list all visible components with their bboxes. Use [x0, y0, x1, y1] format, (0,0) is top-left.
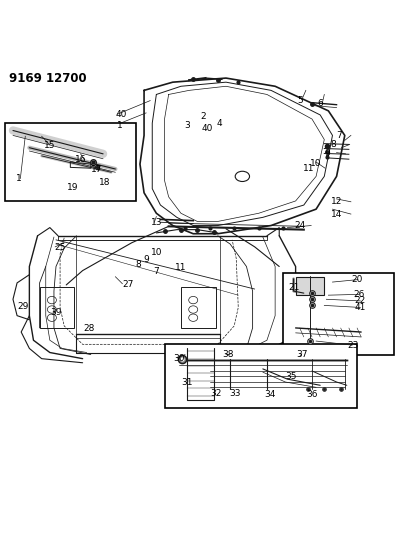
- Text: 12: 12: [331, 197, 342, 206]
- Text: 10: 10: [150, 248, 162, 257]
- Text: 8: 8: [135, 260, 141, 269]
- Text: 26: 26: [353, 290, 365, 299]
- Text: 35: 35: [286, 372, 297, 381]
- Text: 36: 36: [306, 390, 318, 399]
- Bar: [181, 287, 216, 328]
- Text: 17: 17: [91, 165, 103, 174]
- Text: 14: 14: [331, 209, 342, 219]
- Text: 41: 41: [355, 303, 366, 312]
- Text: 27: 27: [122, 280, 133, 289]
- Text: 9: 9: [324, 149, 330, 158]
- Text: 40: 40: [202, 124, 213, 133]
- Text: 15: 15: [44, 141, 55, 150]
- Bar: [5, 123, 136, 201]
- Bar: [39, 287, 74, 328]
- Text: 32: 32: [210, 389, 222, 398]
- Text: 29: 29: [18, 302, 29, 311]
- Text: 16: 16: [75, 155, 86, 164]
- Text: 6: 6: [317, 99, 323, 108]
- Text: 25: 25: [54, 243, 66, 252]
- Text: 28: 28: [83, 324, 95, 333]
- Text: 31: 31: [181, 377, 193, 386]
- Text: 23: 23: [347, 341, 359, 350]
- Text: 13: 13: [150, 218, 162, 227]
- Text: 11: 11: [303, 164, 314, 173]
- Text: 9169 12700: 9169 12700: [9, 72, 86, 85]
- Text: 1: 1: [117, 120, 122, 130]
- Text: 11: 11: [175, 263, 187, 272]
- Text: 7: 7: [153, 268, 159, 276]
- Text: 7: 7: [336, 131, 342, 140]
- Bar: [283, 273, 394, 354]
- Text: 37: 37: [296, 350, 307, 359]
- Text: 30: 30: [173, 354, 185, 363]
- Text: 10: 10: [310, 159, 322, 168]
- Text: 8: 8: [330, 140, 336, 149]
- Text: 19: 19: [67, 183, 78, 192]
- Text: 33: 33: [229, 389, 241, 398]
- Text: 3: 3: [184, 120, 190, 130]
- Text: 22: 22: [355, 296, 366, 305]
- Text: 18: 18: [99, 178, 111, 187]
- Text: 9: 9: [143, 255, 149, 264]
- Text: 24: 24: [294, 221, 305, 230]
- Text: 40: 40: [116, 110, 127, 119]
- Text: 38: 38: [222, 350, 234, 359]
- Text: 2: 2: [201, 112, 206, 122]
- Text: 20: 20: [351, 275, 363, 284]
- Text: 1: 1: [16, 174, 22, 183]
- Text: 21: 21: [288, 284, 299, 292]
- Bar: [296, 277, 324, 295]
- Text: 4: 4: [217, 119, 223, 128]
- Text: 34: 34: [265, 390, 276, 399]
- Text: 39: 39: [50, 308, 62, 317]
- Bar: [164, 344, 357, 408]
- Text: 5: 5: [297, 96, 302, 104]
